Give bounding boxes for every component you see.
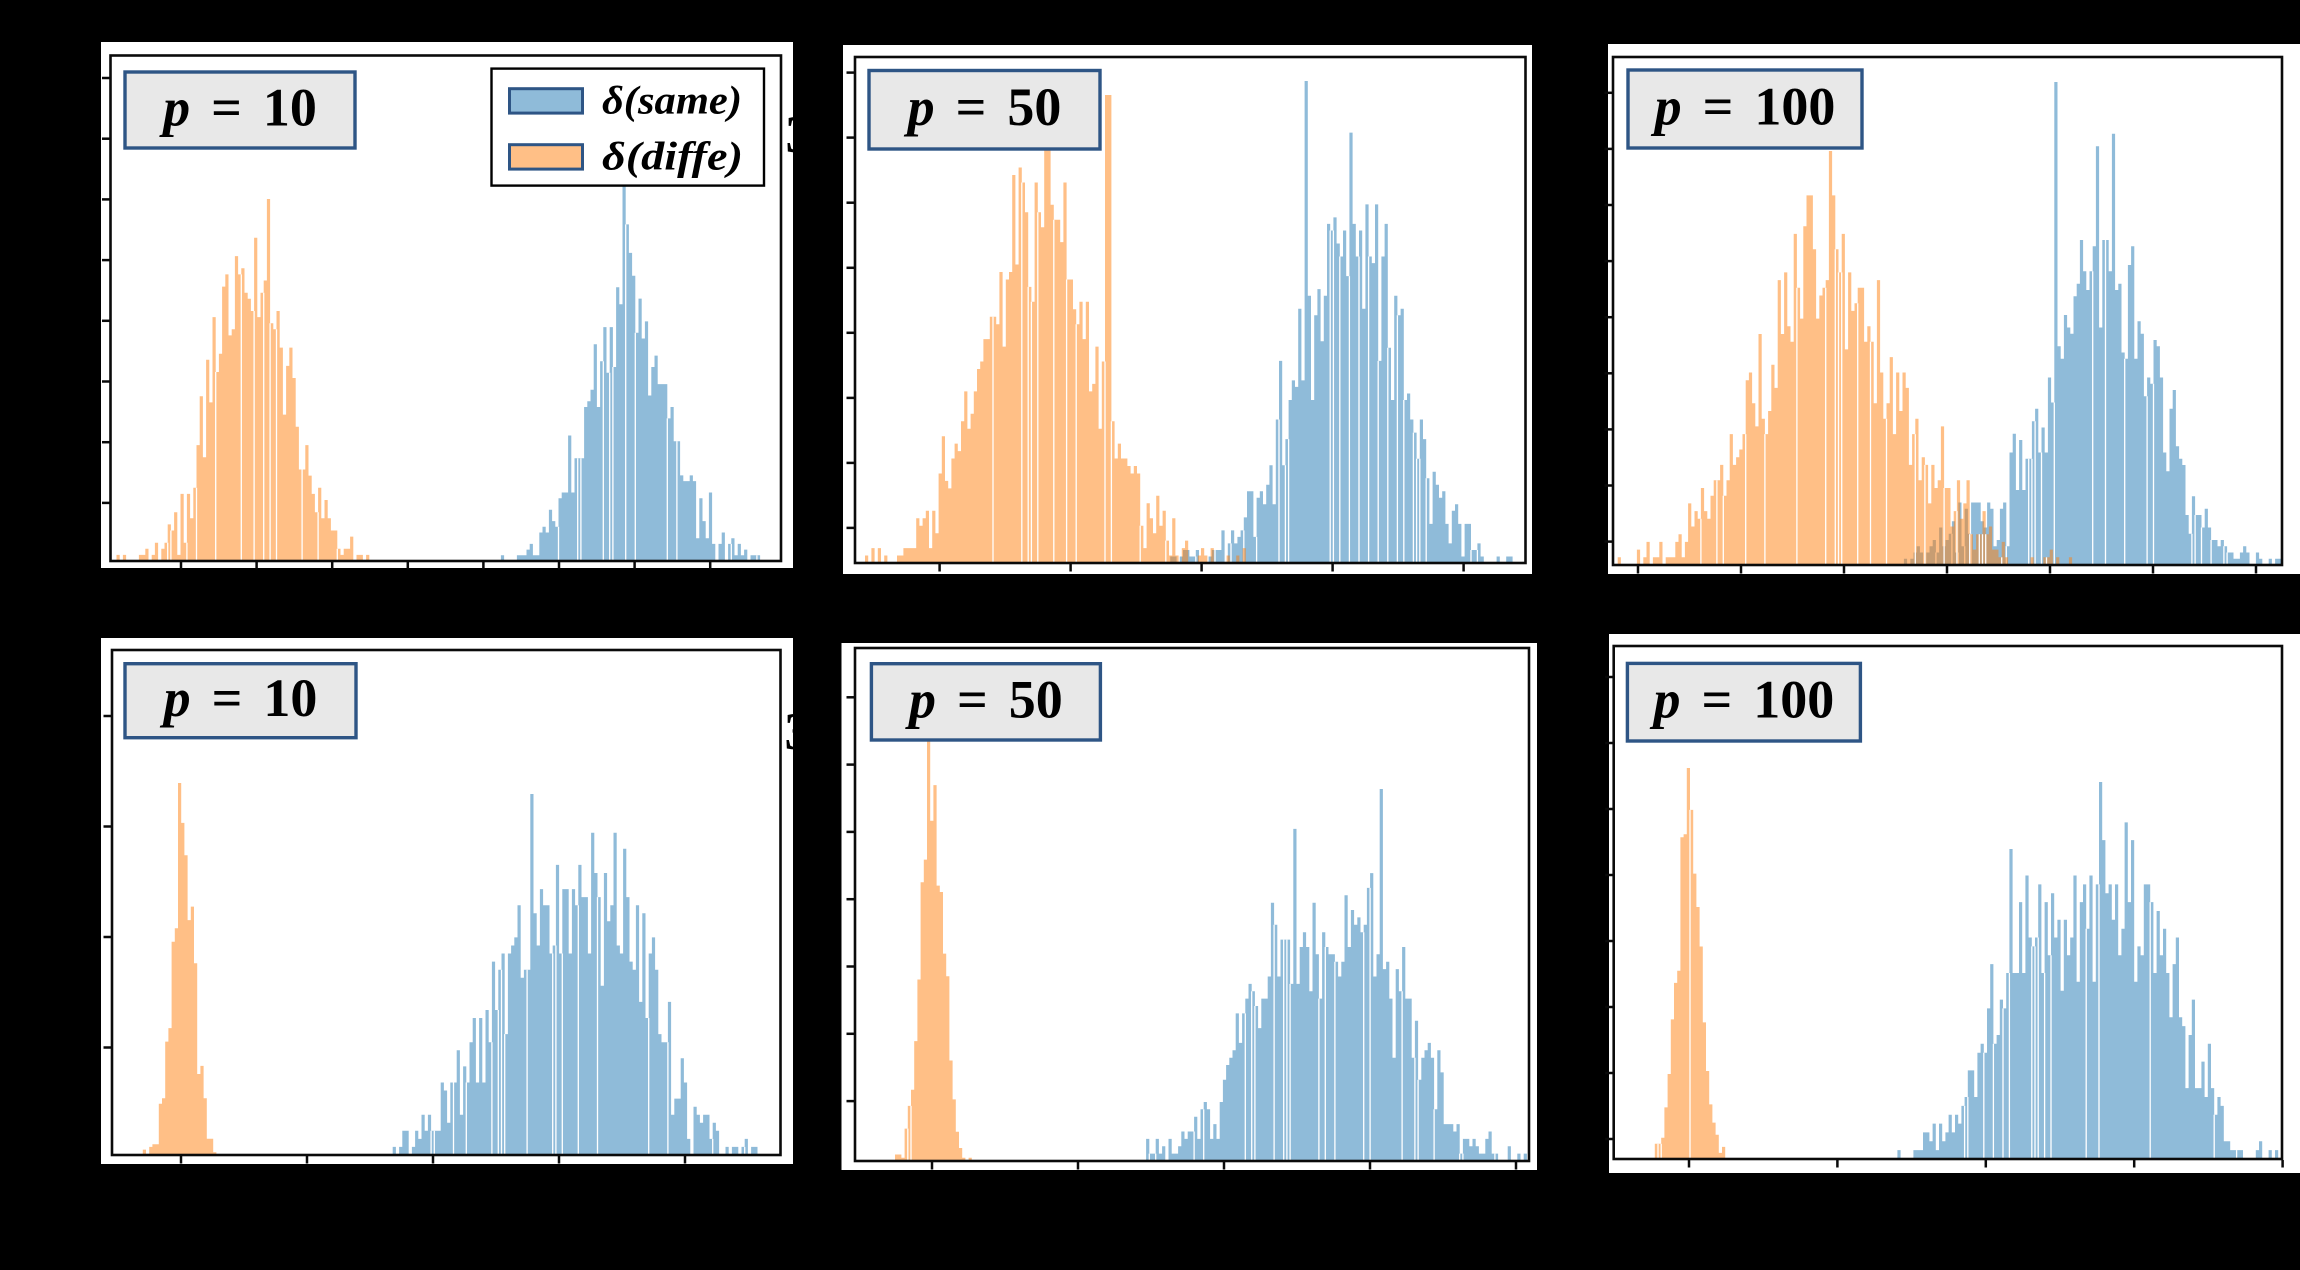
svg-text:δ(same): δ(same) [602, 78, 742, 123]
svg-text:p=10: p = 10 [159, 78, 317, 138]
svg-text:p=10: p = 10 [160, 668, 318, 728]
svg-text:p=100: p = 100 [1651, 77, 1836, 137]
svg-text:p=50: p = 50 [905, 669, 1063, 729]
svg-text:δ(diffe): δ(diffe) [602, 134, 743, 179]
svg-text:p=50: p = 50 [904, 77, 1062, 137]
svg-text:p=100: p = 100 [1650, 670, 1835, 730]
